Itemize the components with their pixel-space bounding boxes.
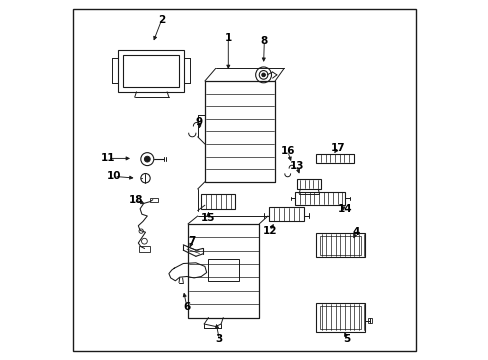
Text: 9: 9	[196, 117, 203, 127]
Bar	[139, 246, 150, 252]
Text: 18: 18	[128, 195, 142, 205]
Bar	[316, 233, 365, 257]
Text: 13: 13	[289, 161, 304, 171]
Bar	[187, 224, 259, 318]
Text: 12: 12	[262, 226, 276, 236]
Text: 1: 1	[224, 33, 231, 43]
Text: 15: 15	[201, 213, 215, 223]
Text: 11: 11	[100, 153, 115, 163]
Text: 7: 7	[188, 236, 196, 246]
Text: 10: 10	[107, 171, 121, 181]
Bar	[367, 318, 371, 323]
Bar	[200, 194, 234, 209]
Bar	[268, 207, 304, 221]
Bar	[296, 179, 321, 189]
Circle shape	[144, 156, 150, 162]
Text: 8: 8	[260, 36, 267, 46]
Bar	[316, 303, 365, 332]
Text: 3: 3	[215, 334, 223, 344]
Text: 5: 5	[343, 334, 350, 344]
Text: 2: 2	[158, 15, 165, 25]
Circle shape	[261, 73, 265, 77]
Bar	[316, 154, 354, 163]
Bar	[320, 236, 361, 255]
Text: 4: 4	[352, 227, 359, 237]
Text: 14: 14	[337, 204, 352, 214]
Bar	[320, 306, 361, 329]
Bar	[123, 55, 179, 87]
Text: 6: 6	[183, 302, 190, 312]
Bar	[150, 198, 158, 202]
Bar	[118, 50, 184, 92]
Text: 16: 16	[280, 146, 294, 156]
Bar	[294, 192, 345, 205]
Bar	[208, 259, 239, 281]
Bar	[204, 81, 275, 182]
Text: 17: 17	[330, 143, 345, 153]
